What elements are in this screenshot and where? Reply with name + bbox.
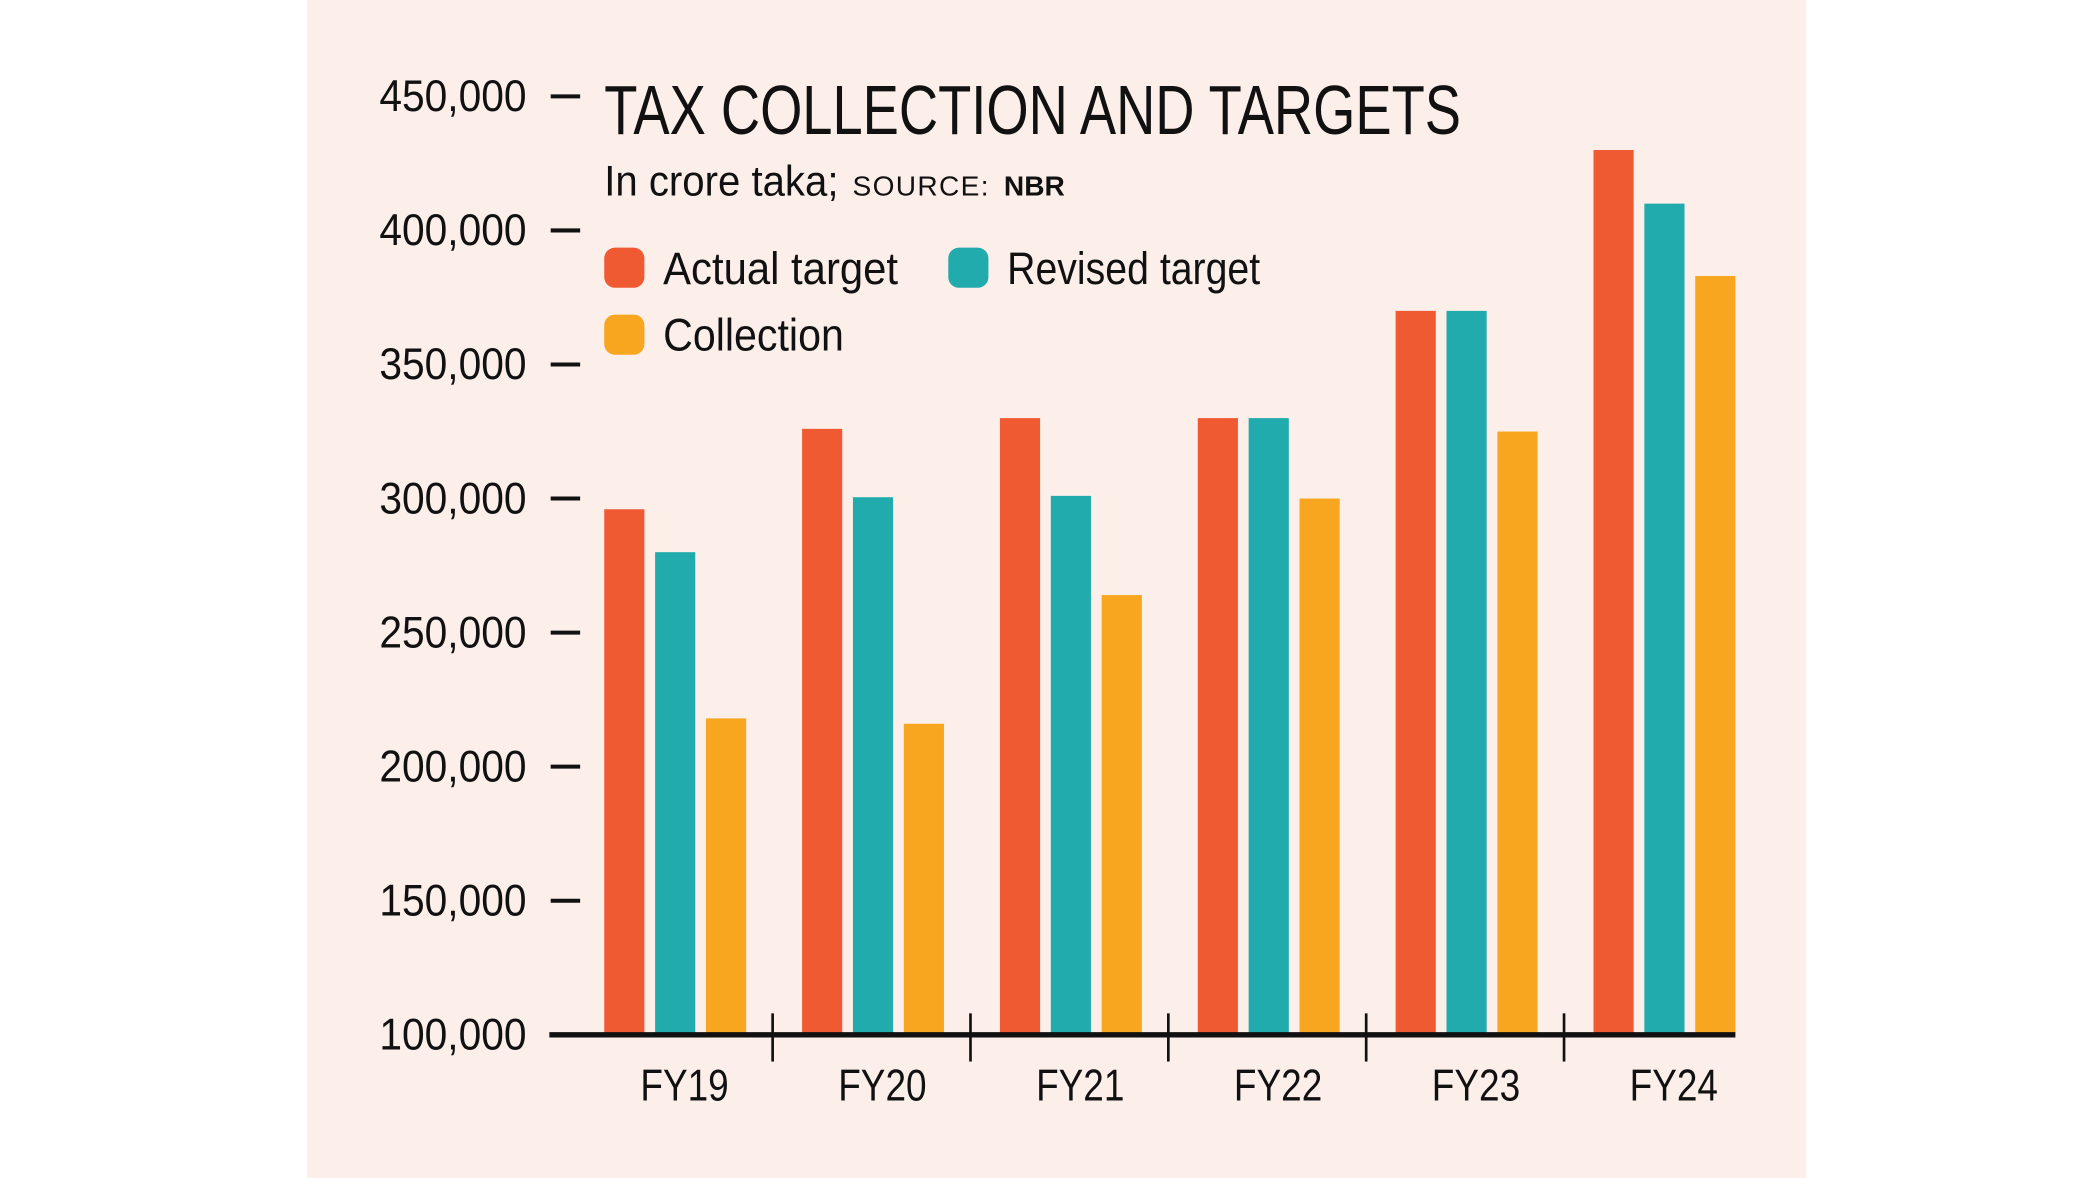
legend-label: Collection bbox=[663, 310, 844, 361]
y-tick-label: 300,000 bbox=[379, 474, 526, 523]
x-tick-label: FY23 bbox=[1432, 1061, 1520, 1110]
bar bbox=[1446, 310, 1487, 1035]
subtitle-text: In crore taka; bbox=[604, 157, 838, 205]
y-tick-label: 400,000 bbox=[379, 206, 526, 255]
source-label: SOURCE: bbox=[852, 170, 989, 201]
x-tick-label: FY20 bbox=[838, 1061, 926, 1110]
chart-title: TAX COLLECTION AND TARGETS bbox=[604, 71, 1461, 149]
y-tick-label: 250,000 bbox=[379, 608, 526, 657]
bar bbox=[1497, 431, 1538, 1035]
bar bbox=[1050, 495, 1091, 1035]
x-tick-label: FY19 bbox=[640, 1061, 728, 1110]
x-tick-label: FY22 bbox=[1234, 1061, 1322, 1110]
bar bbox=[604, 509, 645, 1035]
y-tick-label: 350,000 bbox=[379, 340, 526, 389]
bar bbox=[1101, 595, 1142, 1035]
bar bbox=[852, 497, 894, 1035]
legend-label: Actual target bbox=[663, 243, 898, 294]
legend-swatch bbox=[604, 314, 645, 355]
legend-swatch bbox=[948, 247, 989, 288]
bar bbox=[1395, 310, 1436, 1035]
bar bbox=[903, 723, 944, 1035]
bar bbox=[1299, 498, 1340, 1035]
bar bbox=[1248, 418, 1289, 1035]
y-tick-label: 200,000 bbox=[379, 742, 526, 791]
bar bbox=[655, 552, 696, 1035]
y-tick-label: 100,000 bbox=[379, 1010, 526, 1059]
y-tick-label: 150,000 bbox=[379, 876, 526, 925]
bar bbox=[999, 418, 1041, 1035]
subtitle: In crore taka; SOURCE: NBR bbox=[604, 157, 1065, 205]
x-tick-label: FY21 bbox=[1036, 1061, 1124, 1110]
bar bbox=[1644, 203, 1685, 1035]
bar bbox=[1593, 150, 1634, 1035]
y-tick-label: 450,000 bbox=[379, 72, 526, 121]
x-tick-label: FY24 bbox=[1630, 1061, 1718, 1110]
legend-label: Revised target bbox=[1007, 243, 1260, 294]
bar bbox=[1197, 418, 1238, 1035]
source: NBR bbox=[1004, 170, 1065, 201]
bar bbox=[802, 428, 843, 1035]
bar bbox=[705, 718, 747, 1035]
bar bbox=[1695, 276, 1736, 1035]
legend-swatch bbox=[604, 247, 645, 288]
